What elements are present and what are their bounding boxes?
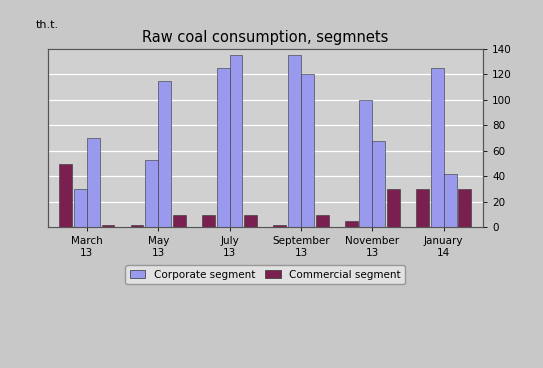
Bar xyxy=(59,163,72,227)
Bar xyxy=(273,225,286,227)
Title: Raw coal consumption, segmnets: Raw coal consumption, segmnets xyxy=(142,30,388,45)
Bar xyxy=(301,74,314,227)
Bar xyxy=(431,68,444,227)
Bar xyxy=(288,55,301,227)
Bar xyxy=(345,221,357,227)
Bar xyxy=(244,215,257,227)
Bar xyxy=(230,55,242,227)
Bar xyxy=(387,189,400,227)
Legend: Corporate segment, Commercial segment: Corporate segment, Commercial segment xyxy=(125,265,405,284)
Bar xyxy=(173,215,186,227)
Bar xyxy=(202,215,215,227)
Bar xyxy=(359,100,372,227)
Text: th.t.: th.t. xyxy=(35,20,59,30)
Bar xyxy=(315,215,329,227)
Bar xyxy=(217,68,230,227)
Bar xyxy=(74,189,87,227)
Bar xyxy=(158,81,171,227)
Bar xyxy=(146,160,158,227)
Bar xyxy=(130,225,143,227)
Bar xyxy=(102,225,115,227)
Bar xyxy=(87,138,100,227)
Bar xyxy=(416,189,429,227)
Bar xyxy=(372,141,385,227)
Bar xyxy=(458,189,471,227)
Bar xyxy=(444,174,457,227)
